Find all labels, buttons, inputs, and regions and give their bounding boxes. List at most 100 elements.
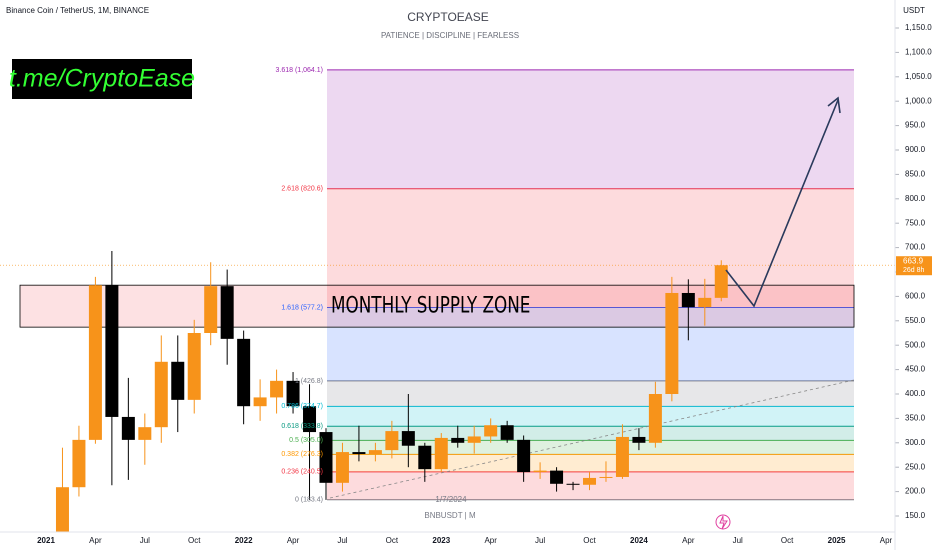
fib-label: 2.618 (820.6) <box>281 186 323 193</box>
fib-band <box>327 454 854 472</box>
candle-body <box>517 439 531 473</box>
candle-body <box>220 286 234 339</box>
y-tick-label: 900.0 <box>905 145 926 154</box>
x-tick-label: Jul <box>140 536 150 545</box>
y-tick-label: 250.0 <box>905 462 926 471</box>
candle-body <box>335 452 349 483</box>
candle-body <box>632 436 646 443</box>
y-tick-label: 800.0 <box>905 194 926 203</box>
y-tick-label: 500.0 <box>905 340 926 349</box>
fib-label: 0.382 (276.3) <box>281 451 323 458</box>
y-tick-label: 200.0 <box>905 487 926 496</box>
candle-body <box>648 394 662 443</box>
fib-band <box>327 380 854 407</box>
subtitle: PATIENCE | DISCIPLINE | FEARLESS <box>381 31 519 40</box>
fib-band <box>327 69 854 189</box>
x-tick-label: Jul <box>337 536 347 545</box>
x-tick-label: 2025 <box>828 536 846 545</box>
forecast-arrowhead <box>827 96 841 114</box>
fib-label: 0.618 (333.8) <box>281 423 323 430</box>
candle-body <box>270 380 284 398</box>
candle-body <box>401 431 415 446</box>
x-tick-label: Oct <box>583 536 596 545</box>
forecast-arrow <box>725 99 839 308</box>
candle-body <box>533 470 547 473</box>
x-tick-label: 2021 <box>37 536 55 545</box>
x-tick-label: Jul <box>733 536 743 545</box>
candle-body <box>681 292 695 308</box>
y-tick-label: 400.0 <box>905 389 926 398</box>
candle-body <box>698 297 712 308</box>
supply-zone-label: MONTHLY SUPPLY ZONE <box>331 292 530 318</box>
candle-body <box>599 476 613 478</box>
x-tick-label: Oct <box>188 536 201 545</box>
candle-body <box>484 425 498 437</box>
fib-band <box>327 426 854 441</box>
candle-body <box>154 361 168 428</box>
candle-body <box>665 292 679 394</box>
fib-label: 0 (183.4) <box>295 497 323 504</box>
y-tick-label: 950.0 <box>905 121 926 130</box>
badge: t.me/CryptoEase <box>9 65 195 93</box>
y-tick-label: 750.0 <box>905 218 926 227</box>
fib-label: 0.236 (240.5) <box>281 469 323 476</box>
candle-body <box>286 380 300 407</box>
candle-body <box>319 432 333 483</box>
candle-body <box>253 397 267 407</box>
chart-title: Binance Coin / TetherUS, 1M, BINANCE <box>6 6 149 15</box>
fib-band <box>327 307 854 381</box>
fib-label: 1.618 (577.2) <box>281 304 323 311</box>
fib-band <box>327 471 854 500</box>
y-tick-label: 450.0 <box>905 365 926 374</box>
y-tick-label: 1,000.0 <box>905 96 932 105</box>
fib-band <box>327 406 854 427</box>
badge-box <box>12 59 192 99</box>
x-tick-label: Oct <box>386 536 399 545</box>
candle-body <box>566 483 580 485</box>
candle-body <box>500 425 514 440</box>
y-tick-label: 1,050.0 <box>905 72 932 81</box>
brand: CRYPTOEASE <box>407 10 489 24</box>
candle-body <box>615 436 629 477</box>
candle-body <box>352 452 366 455</box>
candle-body <box>303 406 317 433</box>
x-tick-label: 2023 <box>432 536 450 545</box>
candle-body <box>434 437 448 470</box>
fib-label: 0.5 (305.0) <box>289 437 323 444</box>
fib-band <box>327 188 854 308</box>
y-tick-label: 850.0 <box>905 170 926 179</box>
x-tick-label: Apr <box>287 536 300 545</box>
candle-body <box>714 265 728 298</box>
y-tick-label: 550.0 <box>905 316 926 325</box>
candle-body <box>368 450 382 455</box>
candle-body <box>204 286 218 333</box>
candle-body <box>467 436 481 443</box>
y-tick-label: 1,150.0 <box>905 23 932 32</box>
y-tick-label: 1,100.0 <box>905 48 932 57</box>
watermark-symbol: BNBUSDT | M <box>424 511 476 520</box>
currency: USDT <box>903 6 925 15</box>
flash-icon-ring <box>715 514 731 530</box>
candle-body <box>550 470 564 484</box>
countdown: 26d 8h <box>903 267 925 274</box>
candle-body <box>385 431 399 451</box>
last-price-tag <box>896 256 932 276</box>
candle-body <box>171 361 185 400</box>
x-tick-label: Apr <box>89 536 102 545</box>
candle-body <box>105 285 119 417</box>
candle-body <box>72 439 86 488</box>
candle-body <box>138 427 152 440</box>
x-tick-label: Jul <box>535 536 545 545</box>
x-tick-label: 2022 <box>235 536 253 545</box>
candle-body <box>121 416 135 440</box>
y-tick-label: 300.0 <box>905 438 926 447</box>
x-tick-label: 2024 <box>630 536 648 545</box>
y-tick-label: 600.0 <box>905 292 926 301</box>
candle-body <box>187 333 201 400</box>
candle-body <box>55 487 69 532</box>
x-tick-label: Apr <box>880 536 893 545</box>
candle-body <box>418 445 432 470</box>
last-price-label: 663.9 <box>903 256 924 265</box>
y-tick-label: 700.0 <box>905 243 926 252</box>
